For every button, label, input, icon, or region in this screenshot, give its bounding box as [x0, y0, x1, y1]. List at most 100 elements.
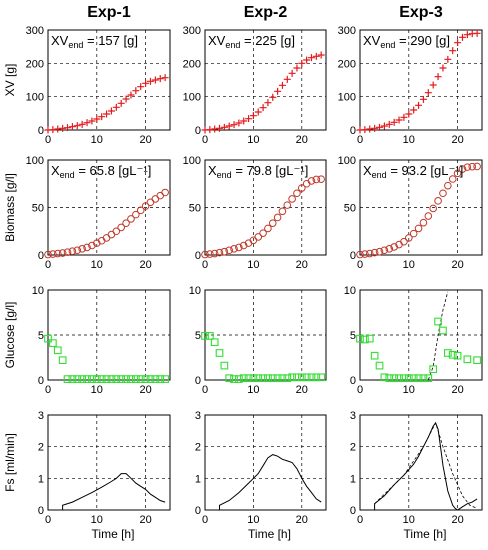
data-point — [254, 108, 262, 116]
data-point — [201, 250, 209, 259]
data-point — [93, 115, 101, 123]
x-tick-label: 20 — [451, 134, 463, 146]
end-value-annotation: Xend = 65.8 [gL⁻¹] — [51, 163, 151, 180]
data-point — [102, 234, 111, 242]
plot-frame — [359, 414, 483, 511]
annotation-value: = 79.8 [gL⁻¹] — [232, 163, 309, 178]
plot-frame — [204, 159, 327, 256]
data-point — [414, 374, 423, 383]
data-point — [429, 204, 438, 213]
data-point — [249, 374, 258, 383]
data-point — [88, 241, 96, 250]
x-tick-label: 10 — [403, 384, 415, 396]
data-point — [112, 375, 121, 383]
data-point — [239, 241, 248, 250]
data-point — [444, 55, 452, 63]
data-point — [268, 374, 277, 383]
x-tick-label: 10 — [403, 134, 415, 146]
y-tick-label: 0 — [350, 375, 356, 387]
y-tick-label: 100 — [26, 155, 44, 167]
data-point — [463, 163, 472, 171]
data-point — [307, 54, 315, 62]
data-point — [137, 83, 145, 91]
data-point — [107, 375, 116, 383]
data-point — [473, 356, 481, 365]
data-point — [444, 181, 452, 190]
annotation-prefix: X — [363, 163, 372, 178]
data-point — [49, 126, 57, 134]
data-point — [68, 375, 77, 383]
x-tick-label: 10 — [91, 384, 103, 396]
y-tick-label: 300 — [183, 25, 201, 37]
y-tick-label: 1 — [350, 473, 356, 485]
annotation-value: = 65.8 [gL⁻¹] — [75, 163, 152, 178]
data-point — [44, 250, 52, 259]
y-tick-label: 0 — [195, 250, 201, 262]
y-tick-label: 0 — [195, 125, 201, 137]
data-point — [405, 110, 413, 118]
data-point — [73, 246, 82, 255]
data-point — [88, 375, 96, 383]
x-tick-label: 20 — [296, 134, 308, 146]
data-point — [146, 77, 154, 85]
data-point — [288, 69, 296, 77]
data-point — [225, 122, 233, 130]
end-value-annotation: XVend = 225 [g] — [208, 33, 295, 50]
data-point — [225, 246, 233, 255]
data-point — [458, 33, 466, 41]
data-point — [127, 91, 135, 99]
y-tick-label: 0 — [195, 375, 201, 387]
data-point — [380, 373, 389, 382]
data-point — [307, 177, 316, 185]
data-point — [63, 375, 72, 383]
data-point — [235, 243, 243, 252]
data-point — [278, 81, 286, 89]
data-point — [117, 375, 126, 383]
reference-line — [374, 421, 478, 509]
y-tick-label: 100 — [338, 92, 356, 104]
data-point — [419, 218, 428, 227]
data-point — [463, 31, 471, 39]
data-point — [206, 250, 214, 258]
data-point — [395, 116, 403, 124]
data-point — [366, 125, 374, 133]
data-point — [404, 374, 413, 383]
x-tick-label: 20 — [139, 384, 151, 396]
data-point — [448, 350, 457, 359]
data-point — [458, 165, 467, 173]
x-tick-label: 10 — [403, 259, 415, 271]
data-point — [365, 249, 374, 258]
data-point — [297, 373, 306, 382]
data-point — [400, 374, 408, 383]
annotation-subscript: end — [60, 170, 75, 180]
data-point — [376, 123, 384, 131]
data-point — [283, 75, 291, 83]
y-tick-label: 0 — [38, 375, 44, 387]
data-point — [302, 179, 311, 188]
data-point — [59, 124, 67, 132]
data-point — [385, 120, 393, 128]
data-point — [156, 75, 164, 83]
annotation-subscript: end — [68, 40, 83, 50]
data-point — [230, 375, 238, 383]
reference-line — [427, 291, 449, 381]
x-tick-label: 0 — [45, 134, 51, 146]
end-value-annotation: XVend = 157 [g] — [51, 33, 138, 50]
x-tick-label: 0 — [357, 514, 363, 526]
data-point — [122, 95, 130, 103]
data-point — [453, 169, 462, 178]
data-point — [78, 375, 87, 383]
data-point — [161, 375, 169, 383]
x-tick-label: 20 — [296, 259, 308, 271]
end-value-annotation: Xend = 93.2 [gL⁻¹] — [363, 163, 463, 180]
x-tick-label: 20 — [139, 134, 151, 146]
x-tick-label: 10 — [91, 514, 103, 526]
data-point — [415, 101, 423, 109]
data-point — [44, 334, 52, 343]
data-point — [468, 162, 477, 171]
data-point — [210, 338, 219, 347]
data-point — [107, 230, 116, 239]
data-point — [259, 374, 267, 383]
data-point — [370, 351, 379, 360]
